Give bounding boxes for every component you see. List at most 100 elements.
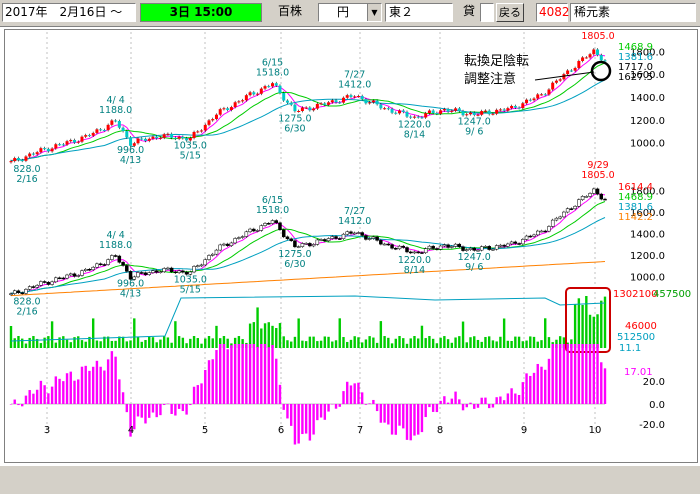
candle-body xyxy=(472,112,476,116)
candle-body xyxy=(580,196,585,200)
volume-bar xyxy=(35,338,39,348)
stock-code[interactable]: 4082 xyxy=(536,3,570,22)
candle-body xyxy=(184,271,189,275)
candle-body xyxy=(408,251,413,254)
oscillator-bar xyxy=(189,404,192,406)
volume-bar xyxy=(301,340,304,348)
volume-bar xyxy=(133,318,136,348)
chevron-down-icon[interactable]: ▼ xyxy=(367,4,381,21)
candle-body xyxy=(551,82,555,90)
low-price-label: 828.0 xyxy=(13,164,40,175)
oscillator-bar xyxy=(271,345,274,404)
oscillator-bar xyxy=(174,404,177,416)
volume-bar xyxy=(140,341,143,348)
oscillator-bar xyxy=(293,404,297,445)
low-date-label: 2/16 xyxy=(16,174,37,185)
volume-value-label: 457500 xyxy=(653,289,691,300)
low-date-label: 2/16 xyxy=(16,307,37,318)
oscillator-bar xyxy=(65,373,69,404)
oscillator-bar xyxy=(181,404,185,412)
oscillator-bar xyxy=(47,393,50,404)
oscillator-bar xyxy=(21,404,24,407)
x-month-label: 9 xyxy=(521,425,527,436)
lending-field[interactable] xyxy=(480,3,494,22)
volume-bar xyxy=(151,337,155,348)
currency-select[interactable]: 円 ▼ xyxy=(318,3,382,22)
volume-bar xyxy=(241,339,244,348)
oscillator-bar xyxy=(114,356,117,404)
market-field[interactable]: 東２ xyxy=(385,3,453,22)
candle-body xyxy=(487,246,491,250)
candle-body xyxy=(525,99,529,104)
volume-bar xyxy=(159,339,162,348)
volume-bar xyxy=(349,339,353,348)
volume-bar xyxy=(84,341,87,348)
oscillator-bar xyxy=(558,344,562,404)
candle-body xyxy=(603,198,607,201)
candle-body xyxy=(360,95,364,100)
candle-body xyxy=(20,160,24,162)
volume-bar xyxy=(506,340,510,348)
candle-body xyxy=(16,158,20,161)
candle-body xyxy=(188,271,193,275)
volume-value-label: 512500 xyxy=(617,332,655,343)
volume-bar xyxy=(383,336,386,348)
candle-body xyxy=(132,143,136,146)
candle-body xyxy=(252,228,256,232)
oscillator-bar xyxy=(278,384,282,404)
oscillator-bar xyxy=(230,345,233,404)
candle-body xyxy=(263,223,267,226)
candle-body xyxy=(114,120,118,122)
candle-body xyxy=(200,130,204,132)
oscillator-bar xyxy=(521,382,525,404)
candle-body xyxy=(592,49,596,55)
oscillator-bar xyxy=(308,404,312,441)
candle-body xyxy=(177,136,181,139)
candle-body xyxy=(173,137,177,139)
date-range-field[interactable]: 2017年 2月16日 ～ xyxy=(2,3,136,22)
candle-body xyxy=(80,136,84,142)
chart-panel[interactable]: 1800.0 1600.0 1400.0 1200.0 1000.0 828.0 2/16 4… xyxy=(4,21,698,463)
candle-body xyxy=(95,263,99,268)
candle-body xyxy=(345,95,349,98)
candle-body xyxy=(296,246,301,248)
candle-body xyxy=(233,238,237,244)
oscillator-bar xyxy=(562,344,566,404)
stock-chart[interactable]: 1800.01600.01400.01200.01000.0828.02/164… xyxy=(5,21,697,462)
candle-body xyxy=(136,272,140,278)
volume-bar xyxy=(289,341,293,348)
candle-body xyxy=(562,74,566,80)
high-price-label: 1518.0 xyxy=(256,68,289,79)
candle-body xyxy=(596,49,600,56)
volume-bar xyxy=(278,323,282,348)
oscillator-bar xyxy=(196,385,199,404)
back-button[interactable]: 戻る xyxy=(496,3,524,22)
candle-body xyxy=(315,239,320,245)
candle-body xyxy=(315,103,319,109)
volume-bar xyxy=(573,304,577,348)
x-month-label: 10 xyxy=(589,425,602,436)
x-month-label: 4 xyxy=(128,425,134,436)
candle-body xyxy=(95,129,99,133)
oscillator-bar xyxy=(581,344,584,404)
candle-body xyxy=(289,102,293,105)
candle-body xyxy=(39,148,43,153)
volume-value-label: 1302100 xyxy=(613,289,658,300)
candle-body xyxy=(229,107,233,110)
volume-bar xyxy=(271,325,274,348)
candle-body xyxy=(300,243,305,247)
candle-body xyxy=(371,236,376,239)
oscillator-bar xyxy=(54,376,58,404)
oscillator-bar xyxy=(226,349,229,404)
candle-body xyxy=(588,193,592,197)
candle-body xyxy=(431,110,435,114)
volume-bar xyxy=(118,336,121,348)
candle-body xyxy=(577,199,581,207)
moving-average-line xyxy=(10,217,606,295)
candle-body xyxy=(394,248,398,250)
current-value-label: 1381.6 xyxy=(618,202,653,213)
volume-bar xyxy=(77,336,80,348)
oscillator-bar xyxy=(383,404,386,423)
volume-bar xyxy=(338,318,341,348)
candle-body xyxy=(319,239,323,241)
